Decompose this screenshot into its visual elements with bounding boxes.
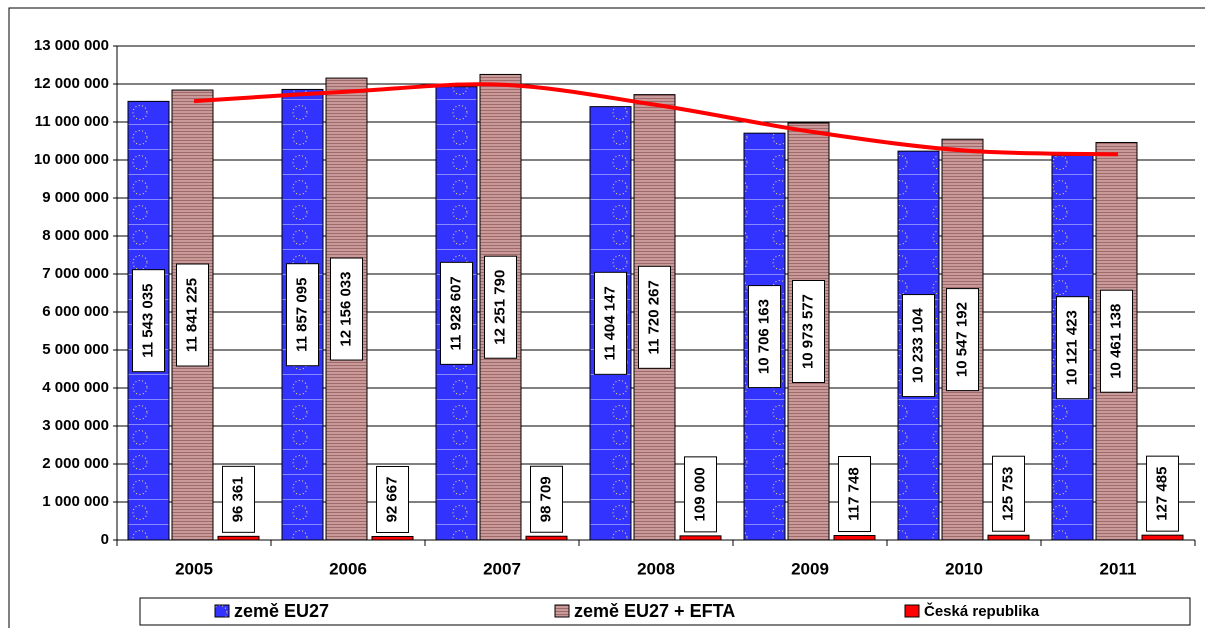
x-tick-label: 2005 [175,559,213,578]
data-label: 117 748 [845,467,862,520]
data-label: 11 543 035 [139,284,156,358]
trend-line [193,82,1119,157]
x-tick-label: 2006 [329,559,367,578]
x-tick-label: 2007 [483,559,521,578]
bar [217,535,260,541]
data-label: 12 251 790 [491,270,508,345]
data-label: 10 233 104 [909,307,926,383]
data-label: 109 000 [691,467,708,521]
y-tick-label: 13 000 000 [34,37,109,54]
label-box [376,465,409,533]
y-tick-label: 10 000 000 [34,151,109,168]
data-label: 10 547 192 [953,302,970,377]
bar [833,535,876,541]
y-tick-label: 4 000 000 [42,379,109,396]
y-tick-label: 5 000 000 [42,341,109,358]
bar [371,535,414,541]
x-tick-label: 2008 [637,559,675,578]
data-label: 10 973 577 [799,294,816,369]
data-label: 10 121 423 [1063,310,1080,385]
label-box [1100,289,1133,393]
label-box [222,465,255,533]
data-label: 11 841 225 [183,278,200,352]
label-box [1146,455,1179,532]
legend-swatch [554,604,570,618]
label-box [1056,296,1089,400]
y-tick-label: 6 000 000 [42,303,109,320]
data-label: 10 706 163 [755,299,772,374]
bar [987,534,1030,541]
label-box [594,271,627,375]
y-tick-label: 7 000 000 [42,265,109,282]
y-tick-label: 12 000 000 [34,75,109,92]
label-box [330,257,363,361]
data-label: 96 361 [229,476,246,522]
label-box [440,261,473,365]
label-box [792,280,825,384]
data-label: 11 857 095 [293,278,310,352]
bar [1141,534,1184,541]
label-box [484,255,517,359]
legend-label: země EU27 + EFTA [574,601,735,621]
label-box [902,294,935,398]
y-tick-label: 3 000 000 [42,417,109,434]
label-box [176,263,209,367]
label-box [992,455,1025,532]
label-box [286,263,319,367]
bar [679,535,722,541]
data-label: 11 928 607 [447,276,464,350]
legend-swatch [904,604,920,618]
y-tick-label: 0 [101,531,109,548]
y-tick-label: 8 000 000 [42,227,109,244]
y-tick-label: 11 000 000 [35,113,109,130]
legend-swatch [214,604,230,618]
y-tick-label: 2 000 000 [42,455,109,472]
label-box [638,265,671,369]
legend-label: Česká republika [924,602,1040,620]
label-box [946,288,979,392]
data-label: 11 720 267 [645,280,662,354]
data-label: 92 667 [383,477,400,523]
label-box [530,465,563,533]
label-box [132,269,165,373]
data-label: 10 461 138 [1107,304,1124,379]
y-tick-label: 9 000 000 [42,189,109,206]
data-label: 98 709 [537,476,554,522]
label-box [684,456,717,533]
frame [8,7,1205,628]
legend [139,597,1191,626]
y-tick-label: 1 000 000 [42,493,109,510]
x-tick-label: 2009 [791,559,829,578]
data-label: 127 485 [1153,467,1170,521]
label-box [838,456,871,533]
data-label: 12 156 033 [337,271,354,346]
data-label: 11 404 147 [601,286,618,360]
label-box [748,285,781,389]
bar [525,535,568,541]
legend-label: země EU27 [234,601,329,621]
x-tick-label: 2011 [1100,559,1137,578]
x-tick-label: 2010 [945,559,983,578]
data-label: 125 753 [999,467,1016,521]
